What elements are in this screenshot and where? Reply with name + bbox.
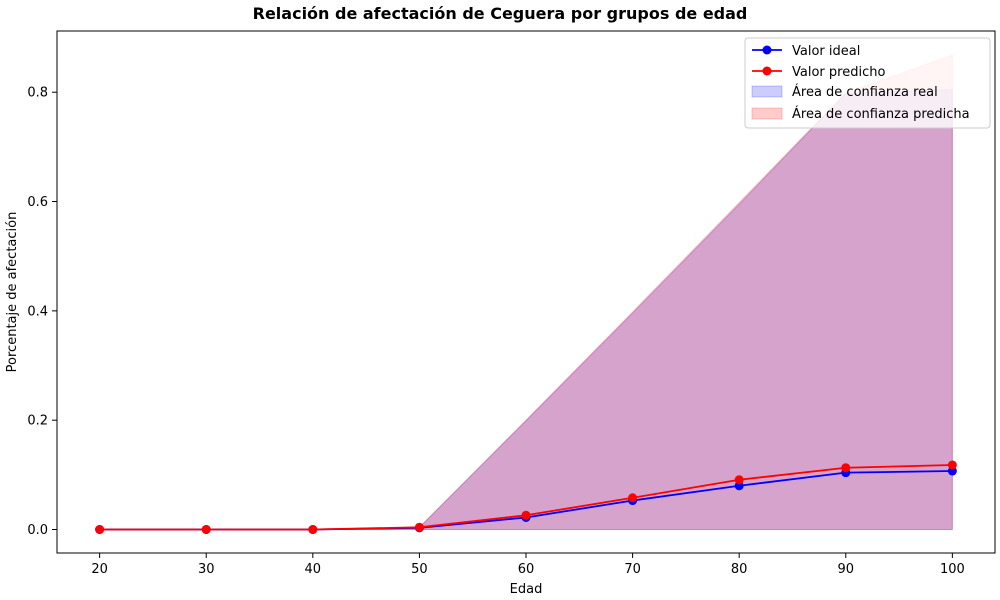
x-axis-label: Edad — [510, 582, 543, 597]
data-point-valor-predicho-60 — [521, 510, 531, 520]
legend: Valor ideal Valor predicho Área de confi… — [744, 37, 991, 129]
y-tick-label: 0.0 — [27, 523, 48, 538]
data-point-valor-predicho-80 — [734, 475, 744, 485]
series-points — [95, 460, 957, 534]
data-point-valor-predicho-70 — [628, 493, 638, 503]
data-point-valor-predicho-50 — [414, 522, 424, 532]
x-tick-label: 30 — [198, 562, 215, 577]
y-tick-label: 0.4 — [27, 304, 48, 319]
legend-label-area-confianza-real: Área de confianza real — [792, 84, 938, 100]
legend-label-valor-predicho: Valor predicho — [792, 65, 885, 80]
legend-box — [744, 37, 991, 129]
x-tick-label: 50 — [411, 562, 428, 577]
x-tick-label: 60 — [518, 562, 535, 577]
x-tick-label: 100 — [940, 562, 965, 577]
legend-label-valor-ideal: Valor ideal — [792, 44, 860, 59]
y-tick-label: 0.6 — [27, 195, 48, 210]
x-tick-label: 20 — [91, 562, 108, 577]
legend-patch-area-confianza-real — [751, 85, 783, 98]
y-axis-label: Porcentaje de afectación — [5, 212, 20, 373]
data-point-valor-predicho-40 — [308, 525, 318, 534]
x-tick-label: 40 — [305, 562, 322, 577]
legend-marker-valor-predicho — [762, 66, 772, 76]
data-point-valor-predicho-90 — [841, 463, 851, 473]
y-tick-label: 0.8 — [27, 86, 48, 101]
data-point-valor-predicho-30 — [201, 525, 211, 534]
data-point-valor-predicho-20 — [95, 525, 105, 534]
legend-marker-valor-ideal — [762, 45, 772, 55]
legend-patch-area-confianza-predicha — [751, 107, 783, 120]
y-tick-label: 0.2 — [27, 414, 48, 429]
chart-title: Relación de afectación de Ceguera por gr… — [253, 4, 748, 23]
y-axis-ticks: 0.0 0.2 0.4 0.6 0.8 — [27, 86, 57, 538]
x-tick-label: 70 — [624, 562, 641, 577]
x-axis-ticks: 20 30 40 50 60 70 80 90 100 — [91, 553, 965, 577]
legend-label-area-confianza-predicha: Área de confianza predicha — [792, 106, 970, 122]
x-tick-label: 90 — [837, 562, 854, 577]
data-point-valor-predicho-100 — [947, 460, 957, 470]
x-tick-label: 80 — [731, 562, 748, 577]
